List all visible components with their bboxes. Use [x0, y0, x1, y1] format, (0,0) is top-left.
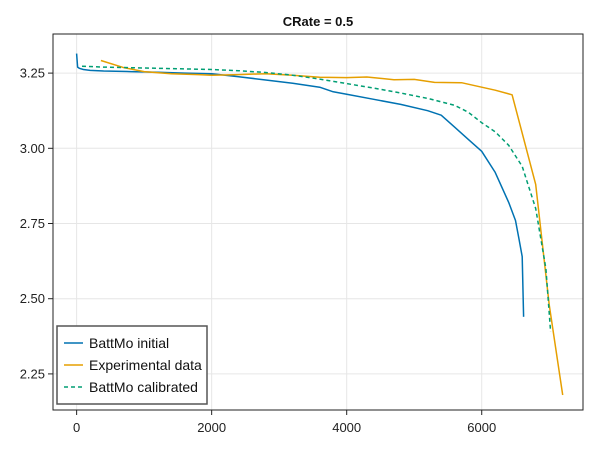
x-tick-label: 2000: [197, 420, 226, 435]
y-tick-label: 2.50: [20, 291, 45, 306]
y-tick-label: 3.25: [20, 66, 45, 81]
series-line-battmo-initial: [75, 53, 525, 317]
y-tick-label: 3.00: [20, 141, 45, 156]
plot-frame: [52, 33, 584, 411]
axis-ticks: 0 2000 4000 6000 2.25 2.50 2.75 3.00 3.25: [20, 66, 496, 435]
legend: BattMo initial Experimental data BattMo ca…: [56, 325, 208, 405]
y-tick-label: 2.25: [20, 366, 45, 381]
y-tick-label: 2.75: [20, 216, 45, 231]
series-line-experimental-data: [100, 59, 564, 396]
series-line-battmo-calibrated: [81, 65, 552, 332]
legend-label-experimental-data: Experimental data: [89, 357, 202, 373]
x-tick-label: 6000: [467, 420, 496, 435]
x-tick-label: 0: [73, 420, 80, 435]
legend-label-battmo-initial: BattMo initial: [89, 335, 169, 351]
x-tick-label: 4000: [332, 420, 361, 435]
chart-title: CRate = 0.5: [283, 14, 353, 29]
series-layer: [75, 53, 564, 396]
legend-label-battmo-calibrated: BattMo calibrated: [89, 379, 198, 395]
